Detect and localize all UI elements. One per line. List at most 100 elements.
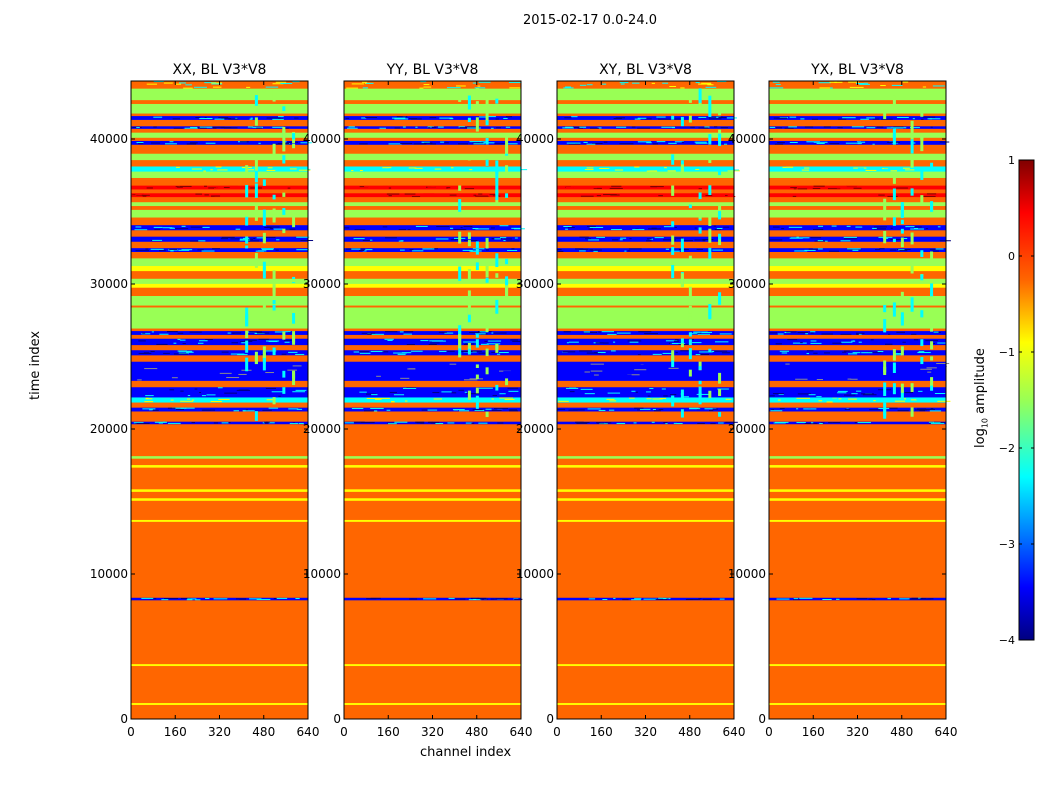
heatmap-speckle bbox=[793, 188, 797, 190]
heatmap-speckle bbox=[135, 194, 142, 196]
heatmap-speckle bbox=[789, 237, 803, 239]
heatmap-speckle bbox=[565, 126, 573, 128]
heatmap-speckle bbox=[247, 126, 254, 128]
heatmap-speckle bbox=[238, 373, 247, 375]
heatmap-speckle bbox=[186, 398, 191, 400]
heatmap-speckle bbox=[195, 117, 201, 119]
heatmap-speckle bbox=[464, 391, 467, 393]
heatmap-speckle bbox=[674, 141, 684, 143]
heatmap-speckle bbox=[503, 239, 506, 241]
heatmap-speckle bbox=[628, 248, 642, 250]
heatmap-speckle bbox=[495, 118, 500, 120]
heatmap-speckle bbox=[918, 597, 922, 599]
heatmap-speckle bbox=[835, 193, 846, 195]
heatmap-speckle bbox=[663, 186, 677, 188]
x-tick-label: 320 bbox=[208, 725, 231, 739]
heatmap-speckle bbox=[133, 422, 144, 424]
channel-stripe bbox=[282, 228, 286, 234]
channel-stripe bbox=[708, 215, 712, 226]
heatmap-speckle bbox=[693, 331, 700, 333]
heatmap-speckle bbox=[907, 598, 919, 600]
heatmap-speckle bbox=[929, 410, 942, 412]
heatmap-speckle bbox=[487, 116, 496, 118]
heatmap-band bbox=[769, 338, 946, 346]
colorbar-tick-label: 1 bbox=[1008, 154, 1015, 167]
heatmap-speckle bbox=[586, 352, 601, 354]
heatmap-band bbox=[557, 103, 734, 115]
heatmap-band bbox=[344, 491, 521, 499]
heatmap-speckle bbox=[416, 422, 422, 424]
heatmap-band bbox=[131, 266, 308, 272]
heatmap-speckle bbox=[135, 250, 150, 252]
heatmap-band bbox=[344, 331, 521, 336]
heatmap-speckle bbox=[583, 331, 598, 333]
heatmap-speckle bbox=[670, 394, 677, 396]
heatmap-speckle bbox=[586, 225, 596, 227]
heatmap-speckle bbox=[652, 409, 656, 411]
channel-stripe bbox=[458, 345, 462, 355]
heatmap-speckle bbox=[266, 421, 270, 423]
channel-stripe bbox=[930, 356, 934, 361]
heatmap-speckle bbox=[504, 143, 518, 145]
heatmap-speckle bbox=[620, 83, 625, 85]
heatmap-speckle bbox=[590, 370, 603, 372]
heatmap-band bbox=[769, 600, 946, 665]
heatmap-speckle bbox=[657, 118, 671, 120]
heatmap-speckle bbox=[619, 239, 623, 241]
heatmap-speckle bbox=[451, 392, 457, 394]
heatmap-speckle bbox=[725, 398, 732, 400]
heatmap-speckle bbox=[611, 350, 616, 352]
heatmap-band bbox=[131, 113, 308, 117]
heatmap-speckle bbox=[371, 333, 385, 335]
heatmap-speckle bbox=[939, 141, 950, 143]
heatmap-speckle bbox=[459, 351, 473, 353]
heatmap-band bbox=[769, 307, 946, 330]
y-tick-label: 40000 bbox=[516, 132, 554, 146]
heatmap-speckle bbox=[233, 410, 240, 412]
heatmap-speckle bbox=[778, 393, 784, 395]
heatmap-speckle bbox=[827, 195, 840, 197]
heatmap-speckle bbox=[674, 226, 677, 228]
heatmap-speckle bbox=[572, 409, 585, 411]
heatmap-speckle bbox=[604, 195, 611, 197]
channel-stripe bbox=[485, 411, 489, 418]
heatmap-band bbox=[557, 160, 734, 167]
heatmap-speckle bbox=[490, 598, 498, 600]
heatmap-speckle bbox=[657, 170, 662, 172]
channel-stripe bbox=[505, 258, 509, 265]
heatmap-band bbox=[769, 334, 946, 340]
heatmap-speckle bbox=[896, 331, 905, 333]
heatmap-band bbox=[344, 119, 521, 127]
heatmap-speckle bbox=[818, 225, 824, 227]
heatmap-band bbox=[557, 664, 734, 667]
heatmap-speckle bbox=[649, 388, 654, 390]
channel-stripe bbox=[671, 154, 675, 165]
heatmap-speckle bbox=[936, 362, 950, 364]
y-tick-label: 30000 bbox=[303, 277, 341, 291]
heatmap-speckle bbox=[667, 170, 676, 172]
heatmap-speckle bbox=[264, 350, 277, 352]
heatmap-speckle bbox=[841, 341, 853, 343]
heatmap-speckle bbox=[613, 117, 622, 119]
heatmap-speckle bbox=[364, 185, 369, 187]
heatmap-speckle bbox=[910, 399, 917, 401]
heatmap-speckle bbox=[566, 142, 581, 144]
channel-stripe bbox=[505, 135, 509, 142]
channel-stripe bbox=[698, 227, 702, 234]
heatmap-speckle bbox=[673, 422, 678, 424]
heatmap-speckle bbox=[276, 239, 280, 241]
heatmap-speckle bbox=[662, 82, 669, 84]
heatmap-speckle bbox=[359, 352, 371, 354]
heatmap-speckle bbox=[202, 226, 210, 228]
heatmap-speckle bbox=[866, 127, 876, 129]
heatmap-speckle bbox=[629, 238, 632, 240]
heatmap-band bbox=[344, 266, 521, 272]
heatmap-speckle bbox=[819, 87, 832, 89]
heatmap-band bbox=[344, 113, 521, 117]
heatmap-speckle bbox=[557, 249, 562, 251]
heatmap-speckle bbox=[199, 340, 208, 342]
heatmap-speckle bbox=[826, 401, 833, 403]
heatmap-speckle bbox=[849, 86, 864, 88]
heatmap-band bbox=[557, 258, 734, 267]
x-tick-label: 640 bbox=[723, 725, 746, 739]
